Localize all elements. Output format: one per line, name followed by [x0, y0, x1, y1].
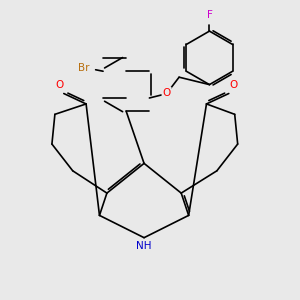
Text: O: O [55, 80, 64, 90]
Text: NH: NH [136, 241, 152, 251]
Text: O: O [163, 88, 171, 98]
Text: Br: Br [78, 63, 89, 73]
Text: O: O [229, 80, 237, 90]
Text: F: F [206, 10, 212, 20]
